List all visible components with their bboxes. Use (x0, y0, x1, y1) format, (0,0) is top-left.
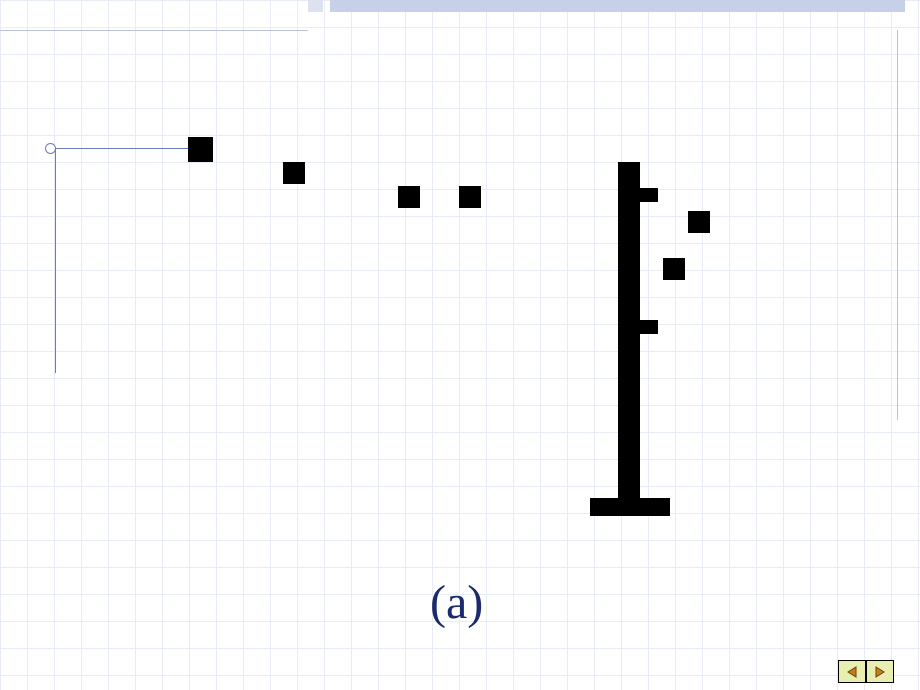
pixel-block (188, 137, 213, 162)
pixel-block (590, 498, 670, 516)
corner-circle-icon (45, 143, 56, 154)
decor-line-right (897, 30, 898, 420)
arrow-right-icon (873, 665, 887, 679)
corner-line-horizontal (45, 148, 195, 149)
pixel-block (459, 186, 481, 208)
figure-caption: (a) (430, 575, 483, 630)
pixel-block (663, 258, 685, 280)
pixel-block (640, 320, 658, 334)
pixel-block (398, 186, 420, 208)
next-button[interactable] (866, 660, 894, 683)
top-accent-bar (330, 0, 905, 12)
pixel-block (283, 162, 305, 184)
corner-line-vertical (55, 148, 56, 373)
prev-button[interactable] (838, 660, 866, 683)
pixel-block (640, 188, 658, 202)
slide-nav (838, 660, 894, 683)
top-accent-bar (308, 0, 323, 12)
arrow-left-icon (845, 665, 859, 679)
decor-line-top (0, 30, 308, 31)
pixel-block (688, 211, 710, 233)
pixel-block (618, 162, 640, 512)
